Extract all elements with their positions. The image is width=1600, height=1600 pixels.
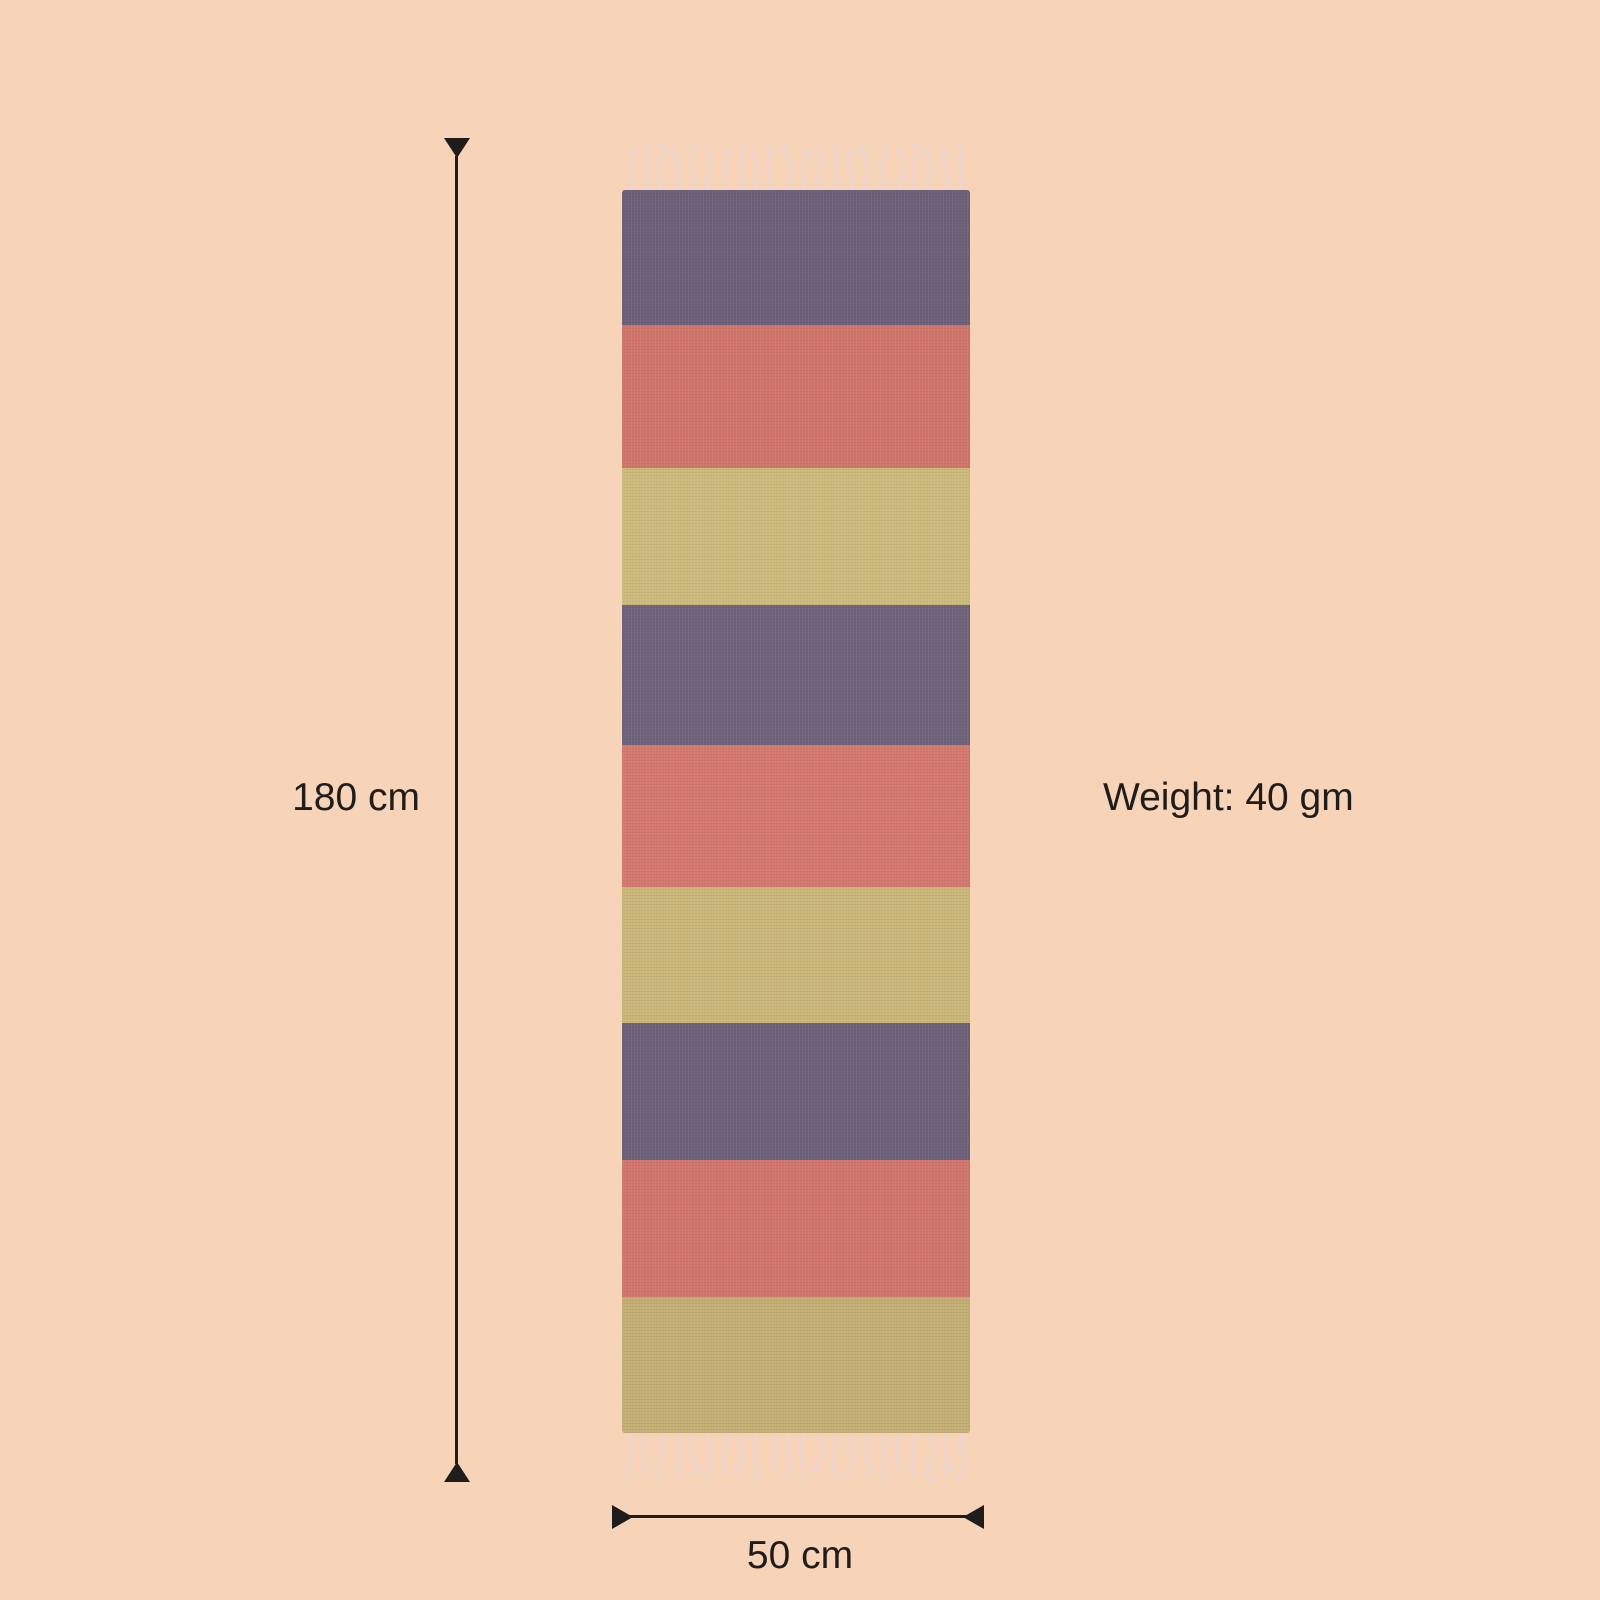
width-label: 50 cm (746, 1534, 854, 1577)
scarf-stripe (622, 325, 970, 468)
tassel-strand (732, 1432, 743, 1477)
scarf-stripe (622, 605, 970, 745)
height-dimension-line (455, 156, 458, 1464)
weight-label: Weight: 40 gm (1103, 776, 1354, 819)
scarf-stripe (622, 887, 970, 1023)
tassel-strand (910, 1432, 916, 1477)
arrow-down-icon (444, 138, 470, 158)
tassel-strand (783, 142, 793, 191)
tassel-strand (846, 1432, 855, 1477)
tassel-strand (625, 1432, 634, 1480)
tassel-strand (676, 1432, 681, 1478)
arrow-right-icon (612, 1505, 633, 1529)
tassel-strand (880, 145, 889, 191)
tassel-strand (704, 145, 712, 191)
tassel-strand (689, 143, 697, 191)
tassel-strand (881, 1432, 887, 1482)
tassel-strand (925, 1432, 935, 1481)
tassel-strand (704, 1432, 713, 1482)
tassel-strand (722, 149, 730, 191)
arrow-up-icon (444, 1462, 470, 1482)
scarf-stripe (622, 1297, 970, 1433)
tassel-strand (812, 1432, 824, 1474)
tassel-strand (750, 147, 759, 191)
tassel-strand (924, 148, 933, 191)
tassel-strand (669, 149, 681, 191)
tassel-strand (896, 148, 905, 191)
scarf-stripe (622, 190, 970, 325)
tassel-strand (941, 146, 950, 191)
scarf-stripe (622, 1160, 970, 1297)
tassel-strand (688, 1432, 701, 1475)
scarf-stripe (622, 1023, 970, 1160)
tassel-strand (942, 1432, 954, 1474)
tassel-strand (798, 1432, 807, 1480)
height-label: 180 cm (292, 776, 420, 819)
tassel-strand (909, 141, 921, 191)
tassel-strand (785, 1432, 793, 1479)
tassel-strand (657, 1432, 664, 1480)
tassel-strand (801, 149, 811, 191)
scarf-bottom-fringe (625, 1432, 967, 1482)
tassel-strand (865, 1432, 875, 1475)
tassel-strand (771, 1432, 777, 1474)
tassel-strand (739, 141, 745, 191)
scarf-stripe (622, 745, 970, 887)
scarf-body (622, 190, 970, 1433)
tassel-strand (752, 1432, 760, 1481)
tassel-strand (833, 143, 839, 191)
tassel-strand (957, 1432, 967, 1480)
tassel-strand (656, 143, 666, 191)
arrow-left-icon (963, 1505, 984, 1529)
tassel-strand (767, 147, 775, 191)
tassel-strand (861, 142, 869, 191)
tassel-strand (831, 1432, 840, 1481)
tassel-strand (640, 1432, 647, 1474)
scarf-stripe (622, 468, 970, 605)
tassel-strand (643, 145, 650, 191)
tassel-strand (847, 149, 854, 191)
tassel-strand (958, 142, 964, 191)
width-dimension-line (628, 1515, 968, 1518)
tassel-strand (628, 149, 636, 191)
tassel-strand (894, 1432, 900, 1475)
scarf-top-fringe (628, 141, 964, 191)
tassel-strand (721, 1432, 730, 1476)
tassel-strand (814, 144, 824, 191)
